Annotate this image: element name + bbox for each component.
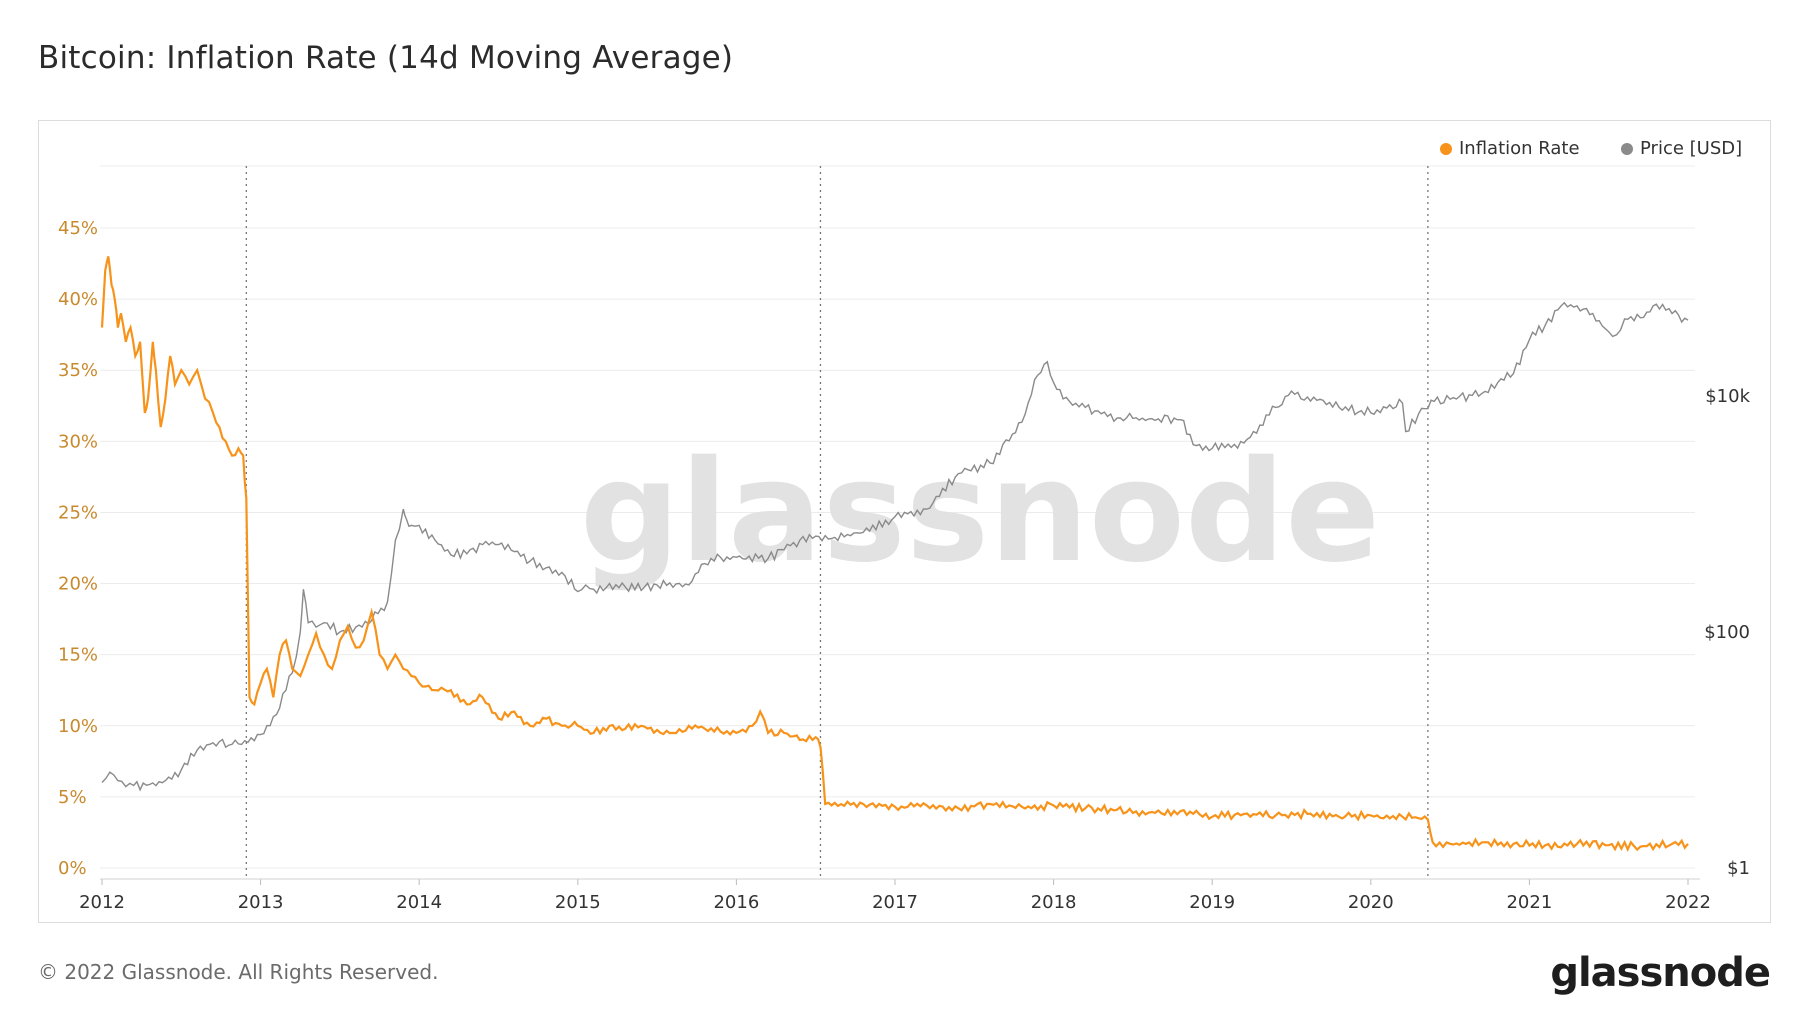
inflation-series-line	[100, 256, 1689, 852]
x-tick-label: 2018	[1031, 892, 1077, 913]
right-axis-labels: $1 $100 $10k	[1704, 386, 1750, 879]
left-tick-label: 0%	[58, 858, 87, 879]
x-tick-label: 2021	[1506, 892, 1552, 913]
legend-label-price: Price [USD]	[1640, 138, 1743, 159]
x-tick-label: 2022	[1665, 892, 1711, 913]
x-tick-label: 2016	[713, 892, 759, 913]
chart-panel	[38, 120, 1771, 923]
grid-lines	[100, 165, 1695, 869]
left-tick-label: 35%	[58, 360, 98, 381]
right-tick-label: $10k	[1705, 386, 1750, 407]
x-tick-label: 2012	[79, 892, 125, 913]
left-tick-label: 10%	[58, 716, 98, 737]
left-axis-labels: 0% 5% 10% 15% 20% 25% 30% 35% 40% 45%	[58, 218, 98, 879]
left-tick-label: 15%	[58, 645, 98, 666]
left-tick-label: 25%	[58, 502, 98, 523]
right-tick-label: $100	[1704, 622, 1750, 643]
left-tick-label: 30%	[58, 431, 98, 452]
x-axis-labels: 2012 2013 2014 2015 2016 2017 2018 2019 2020 2021…	[79, 879, 1711, 913]
x-tick-label: 2013	[238, 892, 284, 913]
right-tick-label: $1	[1727, 858, 1750, 879]
left-tick-label: 5%	[58, 787, 87, 808]
x-tick-label: 2017	[872, 892, 918, 913]
legend-label-inflation: Inflation Rate	[1459, 138, 1580, 159]
glassnode-logo: glassnode	[1550, 950, 1771, 996]
left-tick-label: 20%	[58, 574, 98, 595]
x-tick-label: 2014	[396, 892, 442, 913]
price-legend-dot	[1621, 142, 1633, 155]
inflation-legend-dot	[1440, 142, 1452, 155]
left-tick-label: 45%	[58, 218, 98, 239]
x-tick-label: 2020	[1348, 892, 1394, 913]
legend-item-price[interactable]: Price [USD]	[1621, 138, 1742, 159]
x-tick-label: 2019	[1189, 892, 1235, 913]
legend-item-inflation[interactable]: Inflation Rate	[1440, 138, 1580, 159]
left-tick-label: 40%	[58, 289, 98, 310]
copyright-text: © 2022 Glassnode. All Rights Reserved.	[38, 960, 439, 984]
watermark-text: glassnode	[580, 431, 1380, 594]
chart-title: Bitcoin: Inflation Rate (14d Moving Aver…	[38, 40, 734, 76]
x-tick-label: 2015	[555, 892, 601, 913]
price-series-line	[101, 301, 1689, 792]
